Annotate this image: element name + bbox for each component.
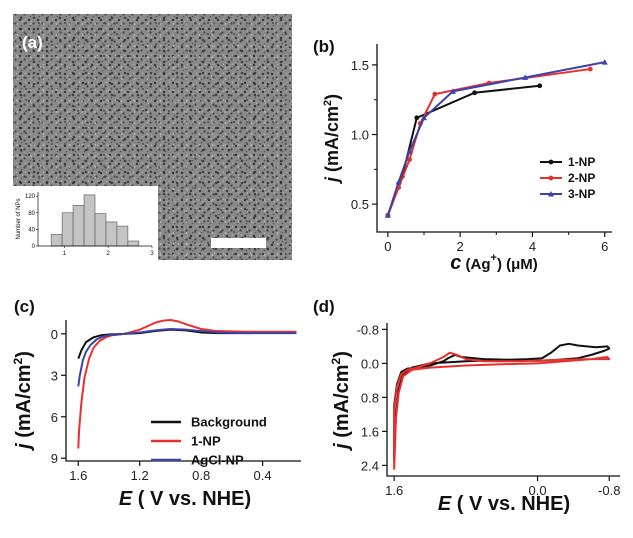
scale-bar bbox=[211, 238, 266, 248]
inset-y-tick-label: 120 bbox=[25, 194, 36, 200]
data-point-3-NP bbox=[421, 114, 427, 121]
series-line-trace-1 bbox=[393, 351, 611, 470]
series-group bbox=[393, 342, 611, 470]
inset-y-tick-label: 40 bbox=[28, 227, 35, 233]
data-point-2-NP bbox=[407, 157, 412, 162]
y-axis-title: j (mA/cm2) bbox=[329, 351, 353, 452]
x-tick-label: 0.4 bbox=[254, 468, 272, 483]
histogram-bar-4 bbox=[94, 213, 107, 247]
data-point-3-NP bbox=[601, 59, 608, 65]
panel-b: (b) 0 2 4 6 0.5 1.0 1.5 1-NP 2-NP 3-NP j (mA/cm2) c… bbox=[313, 37, 612, 274]
panel-d: (d) 1.6 0.0 -0.8 -0.8 0.0 0.8 1.6 2.4 j (mA/cm2)… bbox=[313, 297, 620, 515]
y-tick-label: 9 bbox=[51, 451, 58, 466]
y-tick-label: 6 bbox=[51, 410, 58, 425]
series-line-AgCl-NP bbox=[77, 327, 297, 387]
y-tick-label: 1.0 bbox=[351, 128, 369, 143]
x-tick-label: -0.8 bbox=[598, 483, 620, 498]
y-tick-label: 0.8 bbox=[361, 390, 379, 405]
data-point-2-NP bbox=[432, 91, 438, 97]
data-point-3-NP bbox=[406, 148, 413, 154]
panel-label-b: (b) bbox=[313, 37, 335, 56]
x-tick-label: 0 bbox=[384, 239, 391, 254]
axis-frame bbox=[65, 320, 301, 462]
legend-label-1-NP: 1-NP bbox=[191, 434, 221, 449]
x-tick-label: 1.2 bbox=[131, 468, 149, 483]
y-tick-label: 3 bbox=[51, 368, 58, 383]
inset-y-axis-label: Number of NPs bbox=[16, 198, 22, 239]
data-point-3-NP bbox=[522, 74, 529, 80]
y-tick-label: 0.5 bbox=[351, 197, 369, 212]
y-tick-label: 1.5 bbox=[351, 58, 369, 73]
inset-x-tick-label: 3 bbox=[150, 251, 154, 257]
panel-label-d: (d) bbox=[313, 297, 335, 316]
y-tick-label: 2.4 bbox=[361, 458, 379, 473]
histogram-bar-7 bbox=[127, 240, 140, 247]
data-point-3-NP bbox=[449, 88, 456, 94]
scale-bar-label: 50 nm bbox=[213, 261, 260, 280]
axis-frame bbox=[386, 323, 620, 477]
panel-label-c: (c) bbox=[14, 297, 35, 316]
y-tick-label: -0.8 bbox=[357, 322, 379, 337]
data-point-1-NP bbox=[537, 83, 543, 89]
y-axis-title: j (mA/cm2) bbox=[11, 351, 35, 452]
inset-x-tick-label: 1 bbox=[63, 251, 67, 257]
y-tick-label: 1.6 bbox=[361, 424, 379, 439]
data-point-1-NP bbox=[414, 115, 420, 121]
y-tick-label: 0 bbox=[51, 327, 58, 342]
legend-label-Background: Background bbox=[191, 415, 267, 430]
histogram-bar-6 bbox=[116, 225, 129, 247]
data-point-2-NP bbox=[587, 66, 593, 72]
x-tick-label: 4 bbox=[529, 239, 536, 254]
x-tick-label: 1.6 bbox=[69, 468, 87, 483]
x-axis-title: c (Ag+) (μM) bbox=[450, 252, 538, 274]
y-axis-title: j (mA/cm2) bbox=[322, 94, 342, 184]
series-group bbox=[77, 319, 297, 449]
inset-x-tick-label: 2 bbox=[106, 251, 110, 257]
legend-marker-2-NP bbox=[548, 175, 554, 181]
legend-label-1-NP: 1-NP bbox=[568, 155, 595, 169]
x-axis-title: E ( V vs. NHE) bbox=[119, 488, 251, 510]
histogram-bar-3 bbox=[83, 194, 96, 247]
legend-label-2-NP: 2-NP bbox=[568, 171, 595, 185]
x-tick-label: 6 bbox=[601, 239, 608, 254]
series-line-1-NP bbox=[77, 319, 297, 449]
panel-label-a: (a) bbox=[22, 33, 43, 52]
histogram-bar-1 bbox=[61, 212, 74, 247]
legend-marker-3-NP bbox=[548, 191, 554, 197]
histogram-bar-5 bbox=[105, 221, 118, 247]
legend-label-3-NP: 3-NP bbox=[568, 187, 595, 201]
histogram-bar-0 bbox=[50, 234, 63, 247]
data-point-1-NP bbox=[472, 90, 478, 96]
series-line-trace-0 bbox=[393, 342, 611, 462]
panel-c: (c) 1.6 1.2 0.8 0.4 0 3 6 9 Background 1-NP AgCl-N… bbox=[11, 297, 301, 510]
x-tick-label: 0.8 bbox=[192, 468, 210, 483]
inset-y-tick-label: 80 bbox=[28, 211, 35, 217]
axis-frame bbox=[376, 44, 612, 233]
x-axis-title: E ( V vs. NHE) bbox=[438, 493, 570, 515]
legend-marker-1-NP bbox=[548, 159, 554, 165]
x-tick-label: 0.0 bbox=[529, 483, 547, 498]
x-tick-label: 1.6 bbox=[385, 483, 403, 498]
histogram-bar-2 bbox=[72, 204, 85, 247]
data-point-3-NP bbox=[384, 212, 391, 218]
inset-y-tick-label: 0 bbox=[32, 244, 36, 250]
x-tick-label: 2 bbox=[457, 239, 464, 254]
y-tick-label: 0.0 bbox=[361, 356, 379, 371]
data-point-3-NP bbox=[395, 178, 402, 185]
legend-label-AgCl-NP: AgCl-NP bbox=[191, 453, 244, 468]
